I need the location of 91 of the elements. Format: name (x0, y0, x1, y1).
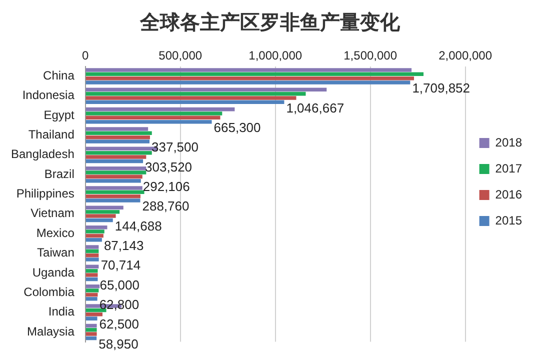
x-tick-label: 1,500,000 (344, 48, 398, 63)
data-label: 1,046,667 (286, 100, 344, 116)
y-tick-label: Uganda (32, 265, 75, 280)
bar (86, 273, 98, 277)
y-tick-label: Egypt (44, 108, 76, 122)
data-label: 62,500 (99, 316, 140, 332)
bar (86, 174, 142, 179)
bar (86, 218, 113, 222)
data-label: 665,300 (214, 120, 261, 135)
bar (86, 76, 414, 80)
data-label: 292,106 (142, 178, 190, 194)
bar (86, 131, 152, 136)
bar (86, 190, 144, 194)
data-label: 1,709,852 (412, 80, 470, 96)
bar (86, 159, 144, 164)
x-tick-label: 1,000,000 (248, 48, 302, 63)
bar (86, 288, 99, 292)
bar (86, 150, 152, 155)
y-tick-label: Vietnam (30, 206, 74, 220)
bar (86, 155, 146, 159)
bar (86, 107, 235, 112)
bar (86, 284, 100, 288)
y-tick-label: Colombia (24, 284, 75, 299)
bar (86, 96, 296, 100)
x-tick-label: 0 (82, 48, 90, 63)
bar (86, 210, 120, 214)
legend-label: 2018 (495, 135, 522, 150)
bar (86, 253, 99, 258)
bar (86, 68, 412, 72)
bar (86, 206, 124, 210)
y-tick-label: Philippines (16, 186, 74, 201)
bar (86, 120, 212, 124)
legend-label: 2016 (495, 187, 522, 202)
chart-title: 全球各主产区罗非鱼产量变化 (139, 10, 401, 34)
bar (86, 80, 410, 84)
bar (86, 277, 98, 282)
data-label: 70,714 (100, 258, 141, 273)
bar (86, 178, 141, 183)
bar (86, 140, 150, 144)
bar (86, 332, 97, 336)
bar (86, 245, 99, 249)
data-label: 58,950 (98, 336, 138, 352)
bar (86, 135, 150, 140)
legend-label: 2015 (495, 213, 522, 228)
bar (86, 214, 116, 218)
x-tick-label: 2,000,000 (438, 48, 492, 63)
bar (86, 264, 99, 269)
bar (86, 186, 142, 190)
bar (86, 225, 108, 230)
data-label: 303,520 (145, 159, 192, 174)
bar (86, 238, 102, 242)
y-tick-label: Bangladesh (10, 147, 74, 162)
y-tick-label: China (43, 68, 75, 83)
bar (86, 328, 97, 332)
bar (86, 116, 220, 120)
bar (86, 324, 97, 328)
bar (86, 297, 98, 301)
y-tick-label: Brazil (44, 166, 74, 181)
bar (86, 88, 327, 92)
data-label: 87,143 (104, 238, 144, 253)
bar (86, 127, 148, 131)
bar (86, 166, 146, 170)
bar (86, 170, 146, 174)
bar (86, 292, 98, 297)
bar (86, 92, 306, 96)
data-label: 288,760 (142, 198, 190, 214)
bar (86, 316, 98, 320)
bar (86, 230, 104, 234)
bar (86, 198, 140, 202)
data-label: 144,688 (114, 218, 162, 234)
y-tick-label: Thailand (28, 128, 74, 142)
bar (86, 249, 99, 254)
bar (86, 258, 99, 262)
y-tick-label: India (48, 304, 75, 319)
legend-label: 2017 (495, 161, 522, 176)
y-tick-label: Indonesia (22, 88, 75, 102)
y-tick-label: Malaysia (27, 324, 75, 338)
bar (86, 112, 222, 116)
data-label: 65,000 (100, 277, 140, 292)
bar (86, 336, 97, 340)
y-tick-label: Mexico (36, 226, 75, 240)
bar (86, 234, 104, 238)
data-label: 62,800 (99, 296, 140, 312)
data-label: 337,500 (152, 140, 198, 155)
bar (86, 268, 98, 273)
y-tick-label: Taiwan (37, 246, 74, 260)
bar (86, 194, 140, 198)
x-tick-label: 500,000 (158, 48, 202, 63)
bar (86, 72, 424, 76)
bar (86, 100, 284, 104)
bar (86, 312, 102, 316)
